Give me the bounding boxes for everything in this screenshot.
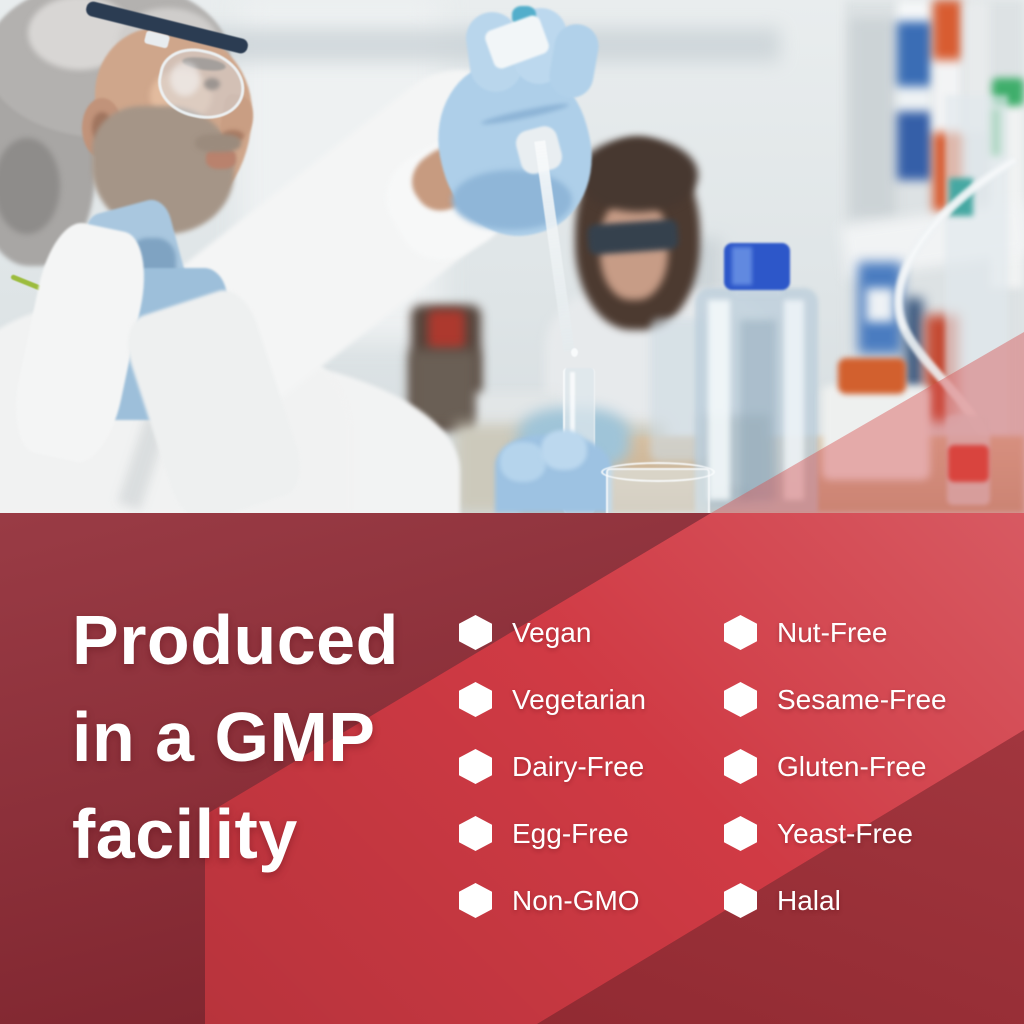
hair-shadow xyxy=(0,138,60,234)
blue-binder xyxy=(897,0,932,180)
feature-label: Yeast-Free xyxy=(777,817,913,849)
hexagon-bullet-icon xyxy=(459,682,492,717)
woman-safety-goggles xyxy=(587,218,679,256)
bottle-highlight xyxy=(784,300,804,500)
feature-label: Vegetarian xyxy=(512,683,646,715)
hexagon-bullet-icon xyxy=(459,816,492,851)
eye xyxy=(204,78,220,90)
beaker-rim xyxy=(601,462,715,482)
feature-label: Dairy-Free xyxy=(512,750,645,782)
bottle-highlight xyxy=(708,300,730,500)
red-info-band: Produced in a GMP facility Vegan Vegetar… xyxy=(0,513,1024,1024)
hexagon-bullet-icon xyxy=(724,682,757,717)
list-item: Halal xyxy=(724,867,947,934)
page-title: Produced in a GMP facility xyxy=(72,592,399,883)
liquid-drop xyxy=(571,348,578,357)
feature-list-left: Vegan Vegetarian Dairy-Free Egg-Free Non… xyxy=(459,599,646,934)
headline-line: facility xyxy=(72,795,298,873)
feature-label: Nut-Free xyxy=(777,616,888,648)
feature-label: Sesame-Free xyxy=(777,683,947,715)
list-item: Vegetarian xyxy=(459,666,646,733)
feature-label: Halal xyxy=(777,884,841,916)
headline-line: in a GMP xyxy=(72,698,376,776)
list-item: Dairy-Free xyxy=(459,733,646,800)
headline-line: Produced xyxy=(72,601,399,679)
white-canister xyxy=(822,385,930,480)
feature-label: Non-GMO xyxy=(512,884,640,916)
cap-highlight xyxy=(732,247,752,285)
red-vial-cap xyxy=(948,445,989,482)
woman-hair-fringe xyxy=(578,138,698,212)
list-item: Sesame-Free xyxy=(724,666,947,733)
hexagon-bullet-icon xyxy=(459,883,492,918)
lens-reflection xyxy=(170,62,200,96)
folder-label xyxy=(866,288,894,322)
hexagon-bullet-icon xyxy=(459,749,492,784)
lab-photo xyxy=(0,0,1024,513)
feature-label: Gluten-Free xyxy=(777,750,927,782)
feature-label: Vegan xyxy=(512,616,592,648)
hexagon-bullet-icon xyxy=(724,883,757,918)
hexagon-bullet-icon xyxy=(459,615,492,650)
hexagon-bullet-icon xyxy=(724,749,757,784)
feature-label: Egg-Free xyxy=(512,817,629,849)
list-item: Gluten-Free xyxy=(724,733,947,800)
glove-finger xyxy=(500,442,546,482)
hexagon-bullet-icon xyxy=(724,615,757,650)
orange-canister-cap xyxy=(838,358,906,394)
list-item: Yeast-Free xyxy=(724,800,947,867)
list-item: Nut-Free xyxy=(724,599,947,666)
feature-list-right: Nut-Free Sesame-Free Gluten-Free Yeast-F… xyxy=(724,599,947,934)
list-item: Non-GMO xyxy=(459,867,646,934)
glove-finger xyxy=(541,430,587,470)
list-item: Vegan xyxy=(459,599,646,666)
moustache-stubble xyxy=(195,134,241,152)
lips xyxy=(206,148,236,169)
grey-binder xyxy=(850,18,896,218)
hexagon-bullet-icon xyxy=(724,816,757,851)
bottle-shadow xyxy=(740,320,776,500)
dark-bottle-red-label xyxy=(428,310,465,350)
list-item: Egg-Free xyxy=(459,800,646,867)
